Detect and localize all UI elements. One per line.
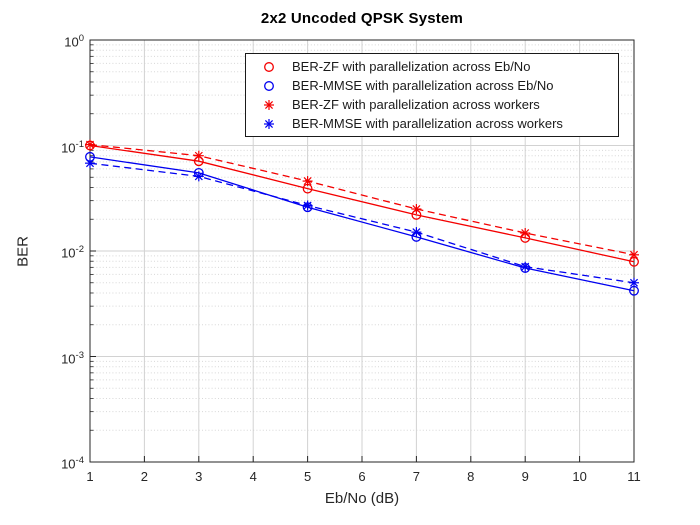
data-marker-asterisk [521, 262, 530, 271]
x-tick-label: 5 [303, 469, 312, 484]
x-tick-label: 7 [412, 469, 420, 484]
legend-item: BER-MMSE with parallelization across wor… [246, 114, 618, 133]
x-tick-label: 4 [249, 469, 257, 484]
legend-item: BER-ZF with parallelization across Eb/No [246, 57, 618, 76]
y-tick-label: 10-1 [61, 138, 84, 155]
data-marker-asterisk [303, 177, 312, 186]
x-tick-label: 2 [140, 469, 148, 484]
x-tick-label: 6 [358, 469, 366, 484]
legend-item-label: BER-MMSE with parallelization across Eb/… [292, 78, 554, 93]
y-tick-label: 10-3 [61, 349, 84, 366]
chart-title: 2x2 Uncoded QPSK System [260, 10, 464, 27]
y-tick-label: 10-4 [61, 455, 84, 472]
x-tick-label: 8 [467, 469, 475, 484]
data-marker-asterisk [194, 151, 203, 160]
data-marker-asterisk [303, 201, 312, 210]
x-tick-label: 9 [521, 469, 529, 484]
x-tick-label: 11 [627, 469, 641, 484]
data-marker-asterisk [629, 278, 639, 287]
x-tick-label: 10 [572, 469, 587, 484]
series-line [89, 162, 635, 284]
series-line [89, 156, 635, 292]
data-marker-asterisk [521, 229, 530, 238]
y-axis-label: BER [14, 236, 32, 267]
data-marker-asterisk [412, 228, 421, 237]
x-tick-label: 3 [195, 469, 203, 484]
circle-marker-icon [246, 78, 292, 94]
data-marker-asterisk [85, 140, 95, 149]
legend-item: BER-MMSE with parallelization across Eb/… [246, 76, 618, 95]
data-marker-asterisk [629, 250, 639, 259]
series-line [89, 144, 635, 263]
circle-marker-icon [246, 59, 292, 75]
legend-item-label: BER-MMSE with parallelization across wor… [292, 116, 563, 131]
asterisk-marker-icon [246, 116, 292, 132]
y-tick-label: 100 [64, 33, 84, 50]
series-line [89, 143, 635, 256]
data-marker-asterisk [412, 204, 421, 214]
x-tick-label: 1 [86, 469, 94, 484]
x-axis-label: Eb/No (dB) [324, 490, 400, 507]
y-tick-label: 10-2 [61, 244, 84, 261]
legend-item-label: BER-ZF with parallelization across worke… [292, 97, 540, 112]
asterisk-marker-icon [246, 97, 292, 113]
legend-box: BER-ZF with parallelization across Eb/No… [245, 53, 619, 137]
data-marker-asterisk [194, 172, 203, 181]
legend-item: BER-ZF with parallelization across worke… [246, 95, 618, 114]
data-marker-asterisk [85, 159, 95, 168]
legend-item-label: BER-ZF with parallelization across Eb/No [292, 59, 531, 74]
